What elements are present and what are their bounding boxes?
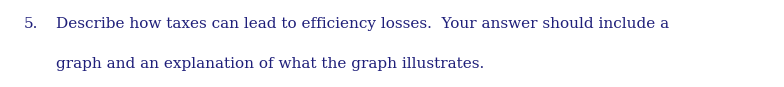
Text: 5.: 5.: [24, 17, 38, 31]
Text: Describe how taxes can lead to efficiency losses.  Your answer should include a: Describe how taxes can lead to efficienc…: [56, 17, 670, 31]
Text: graph and an explanation of what the graph illustrates.: graph and an explanation of what the gra…: [56, 57, 485, 71]
